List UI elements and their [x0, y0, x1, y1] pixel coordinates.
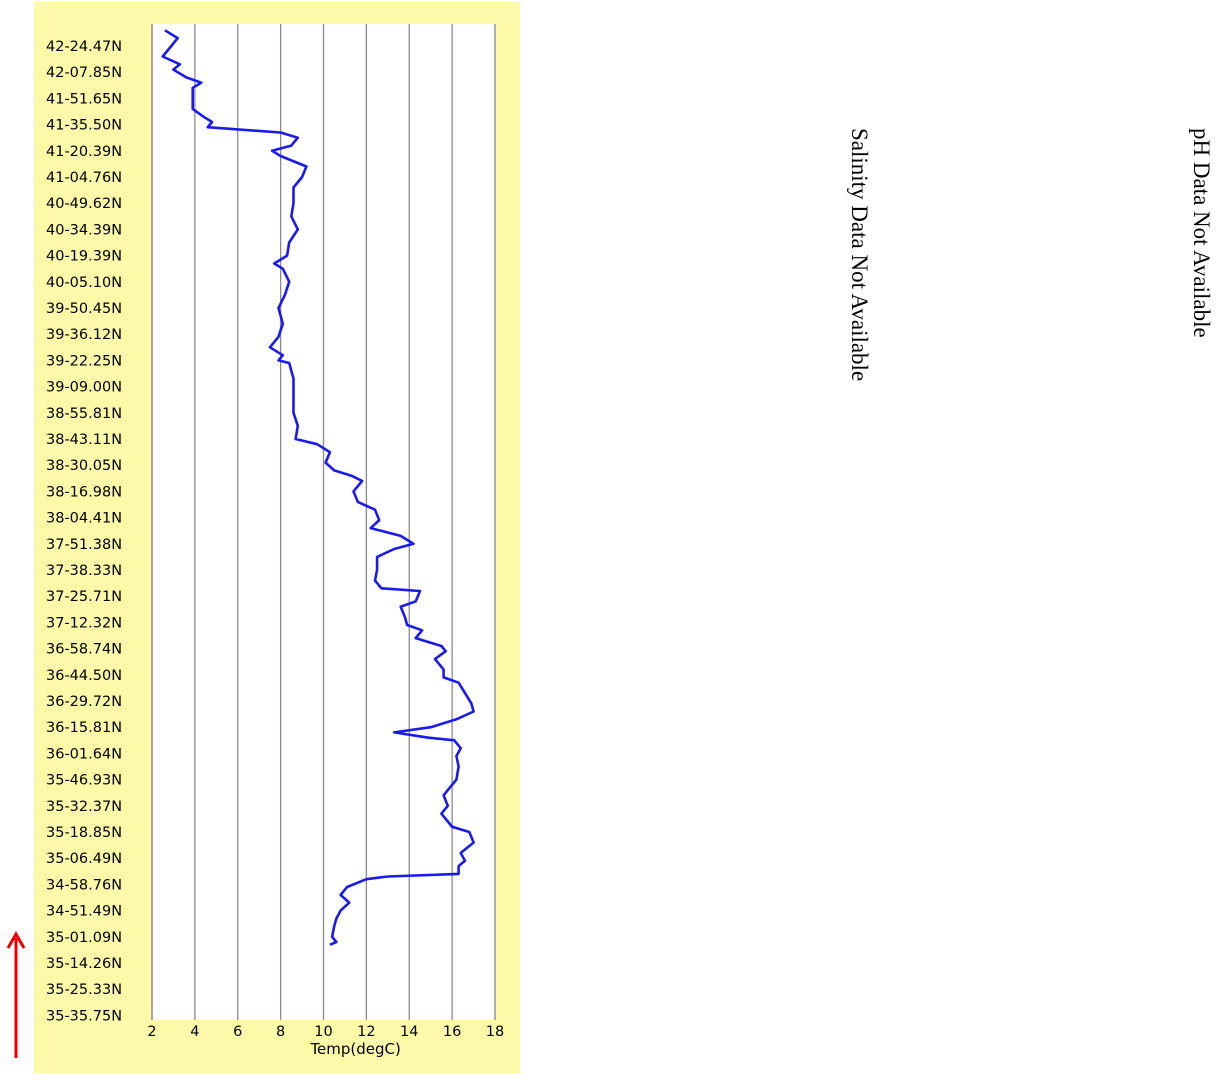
x-tick-label: 2	[147, 1024, 156, 1040]
y-tick-label: 35-25.33N	[46, 982, 122, 998]
y-tick-label: 38-55.81N	[46, 406, 122, 422]
y-tick-label: 39-36.12N	[46, 327, 122, 343]
y-tick-label: 37-12.32N	[46, 615, 122, 631]
y-tick-label: 35-14.26N	[46, 956, 122, 972]
y-tick-label: 39-50.45N	[46, 301, 122, 317]
y-tick-label: 36-15.81N	[46, 720, 122, 736]
x-tick-label: 12	[357, 1024, 375, 1040]
y-tick-label: 38-16.98N	[46, 484, 122, 500]
x-tick-label: 14	[400, 1024, 418, 1040]
x-tick-label: 18	[486, 1024, 504, 1040]
y-tick-label: 37-25.71N	[46, 589, 122, 605]
x-axis-title: Temp(degC)	[309, 1040, 400, 1058]
y-tick-label: 35-46.93N	[46, 773, 122, 789]
y-tick-label: 34-58.76N	[46, 877, 122, 893]
temperature-chart: 42-24.47N 42-07.85N 41-51.65N 41-35.50N 41-2…	[34, 2, 520, 1073]
y-tick-label: 39-09.00N	[46, 380, 122, 396]
y-tick-label: 40-34.39N	[46, 222, 122, 238]
y-tick-label: 37-38.33N	[46, 563, 122, 579]
temperature-chart-panel: 42-24.47N 42-07.85N 41-51.65N 41-35.50N 41-2…	[34, 2, 520, 1073]
temperature-series-line	[161, 29, 475, 946]
y-tick-label: 35-35.75N	[46, 1008, 122, 1024]
y-tick-label: 34-51.49N	[46, 904, 122, 920]
y-tick-label: 38-04.41N	[46, 511, 122, 527]
y-tick-label: 35-01.09N	[46, 930, 122, 946]
y-tick-label: 36-29.72N	[46, 694, 122, 710]
x-tick-label: 6	[233, 1024, 242, 1040]
y-tick-label: 38-43.11N	[46, 432, 122, 448]
y-tick-label: 36-58.74N	[46, 642, 122, 658]
salinity-unavailable-message: Salinity Data Not Available	[847, 128, 872, 382]
y-tick-label: 35-18.85N	[46, 825, 122, 841]
y-tick-label: 42-07.85N	[46, 65, 122, 81]
direction-arrow-icon	[6, 930, 26, 1058]
x-tick-label: 8	[276, 1024, 285, 1040]
y-tick-label: 41-35.50N	[46, 118, 122, 134]
y-tick-label: 36-01.64N	[46, 746, 122, 762]
y-tick-label: 39-22.25N	[46, 353, 122, 369]
y-tick-label: 37-51.38N	[46, 537, 122, 553]
y-tick-label: 35-06.49N	[46, 851, 122, 867]
ph-unavailable-message: pH Data Not Available	[1189, 128, 1214, 338]
y-tick-label: 41-20.39N	[46, 144, 122, 160]
y-tick-label: 40-19.39N	[46, 249, 122, 265]
y-tick-label: 36-44.50N	[46, 668, 122, 684]
y-tick-label: 38-30.05N	[46, 458, 122, 474]
y-tick-label: 42-24.47N	[46, 39, 122, 55]
x-tick-label: 16	[443, 1024, 461, 1040]
y-tick-label: 35-32.37N	[46, 799, 122, 815]
y-tick-label: 40-49.62N	[46, 196, 122, 212]
x-tick-label: 4	[190, 1024, 199, 1040]
y-tick-label: 41-04.76N	[46, 170, 122, 186]
y-tick-label: 40-05.10N	[46, 275, 122, 291]
y-tick-label: 41-51.65N	[46, 91, 122, 107]
x-tick-label: 10	[314, 1024, 332, 1040]
